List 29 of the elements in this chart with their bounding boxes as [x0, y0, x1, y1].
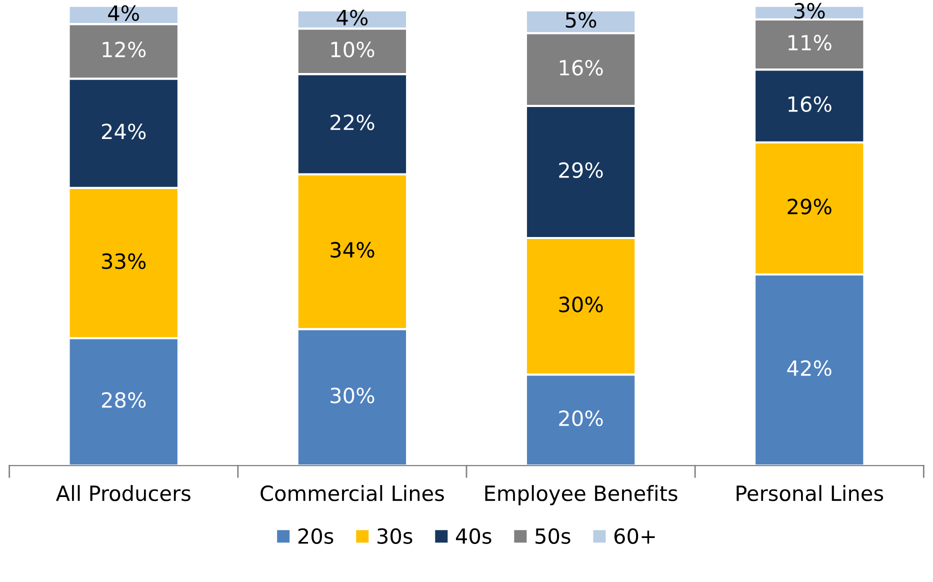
- data-label: 29%: [559, 162, 603, 178]
- data-label: 3%: [794, 2, 825, 19]
- data-label: 22%: [330, 114, 374, 130]
- x-tick-label: Employee Benefits: [485, 485, 678, 506]
- data-label: 29%: [788, 198, 832, 214]
- x-tick-label: Personal Lines: [736, 485, 884, 502]
- data-label: 12%: [102, 42, 146, 58]
- data-label: 33%: [102, 253, 146, 270]
- data-label: 42%: [787, 360, 832, 376]
- data-label: 34%: [330, 242, 374, 258]
- legend-label: 20s: [298, 528, 334, 544]
- data-label: 4%: [336, 10, 368, 26]
- legend-label: 30s: [377, 528, 412, 544]
- data-label: 28%: [102, 392, 146, 408]
- x-tick-label: All Producers: [56, 485, 190, 502]
- data-label: 11%: [788, 34, 832, 51]
- data-label: 16%: [560, 60, 603, 76]
- legend-label: 60+: [614, 528, 655, 544]
- data-label: 24%: [102, 124, 146, 140]
- data-label: 4%: [108, 5, 139, 21]
- data-label: 5%: [566, 12, 596, 28]
- legend-label: 50s: [536, 528, 570, 544]
- legend-label: 40s: [456, 528, 492, 544]
- x-tick-label: Commercial Lines: [260, 485, 444, 502]
- data-label: 10%: [331, 42, 374, 58]
- data-label: 30%: [330, 388, 374, 404]
- data-label: 16%: [788, 96, 832, 112]
- data-label: 20%: [559, 410, 603, 426]
- data-label: 30%: [559, 296, 603, 312]
